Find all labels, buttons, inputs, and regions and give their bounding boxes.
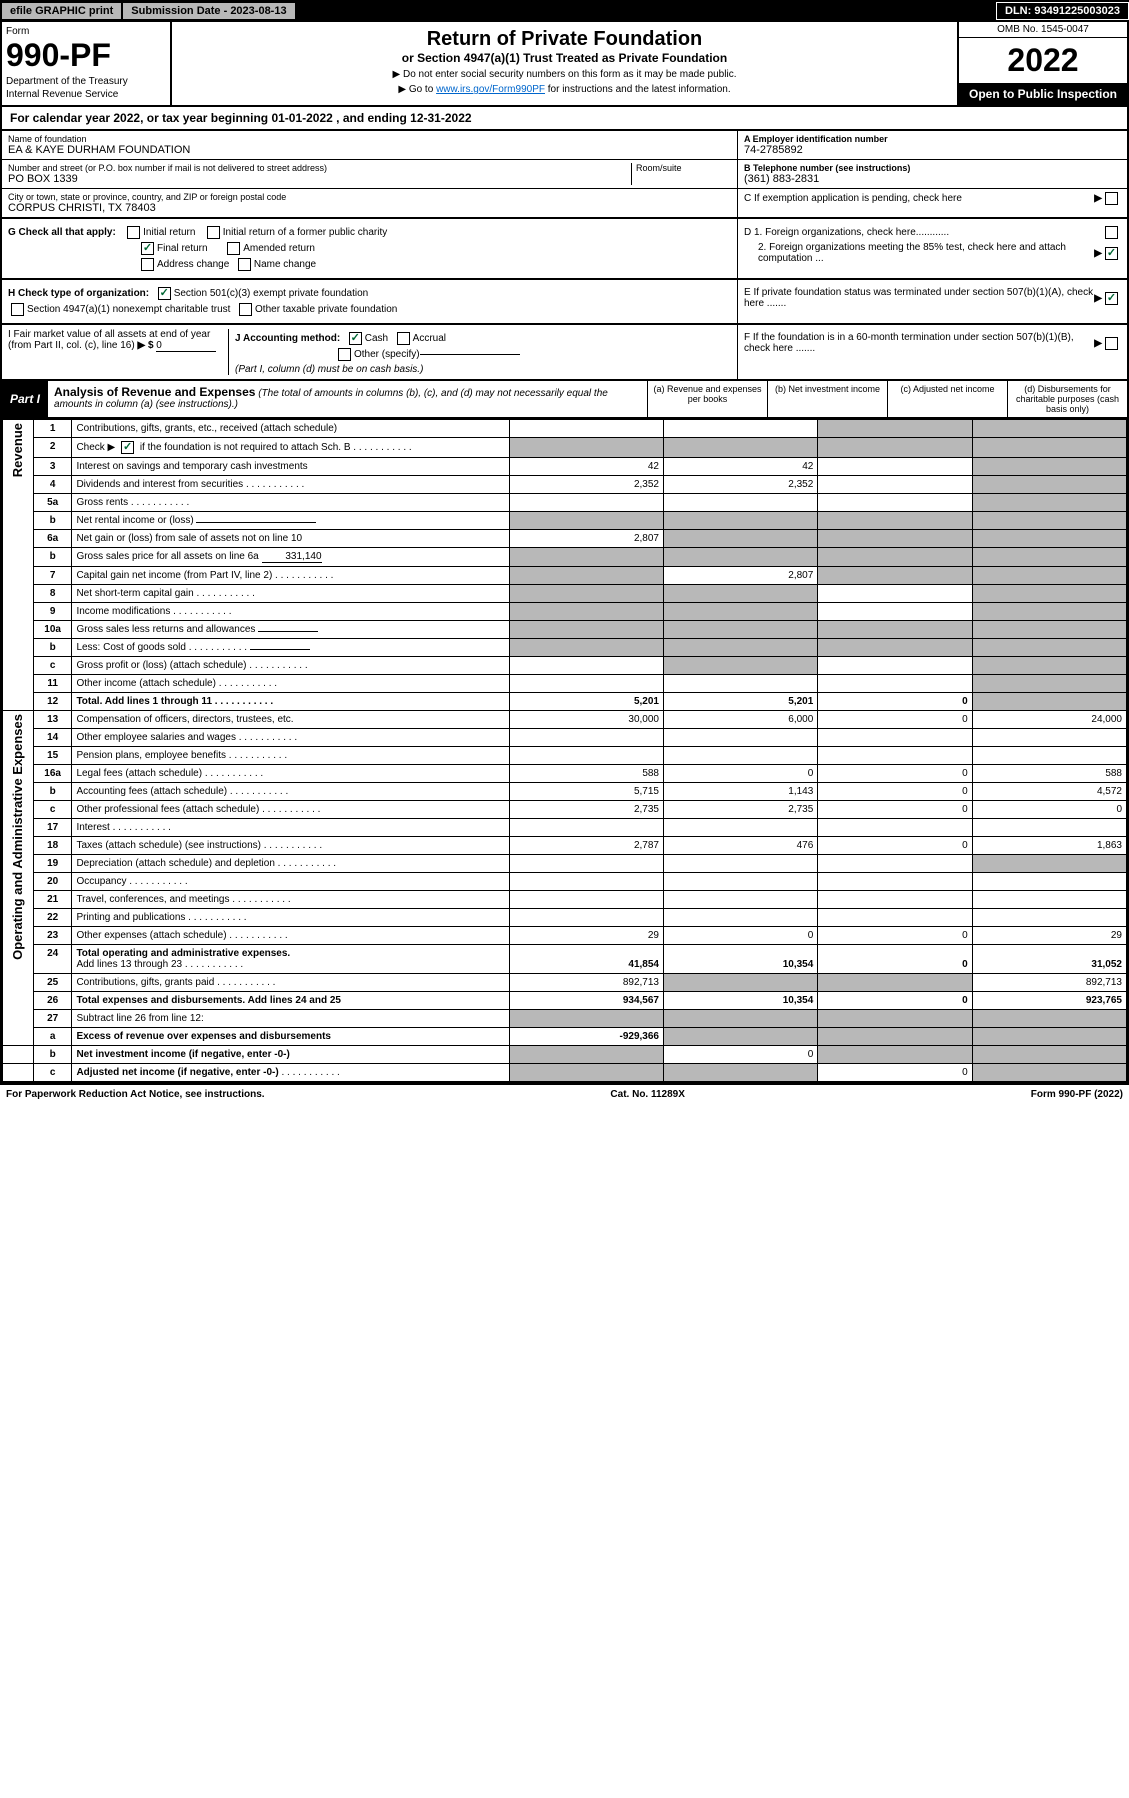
tax-year: 2022 [959, 38, 1127, 83]
e-label: E If private foundation status was termi… [744, 287, 1094, 309]
part1-header: Part I Analysis of Revenue and Expenses … [0, 381, 1129, 419]
g-label: G Check all that apply: [8, 227, 116, 238]
other-spec-checkbox[interactable] [338, 348, 351, 361]
d1-checkbox[interactable] [1105, 226, 1118, 239]
part1-label: Part I [2, 381, 48, 417]
check-section-1: G Check all that apply: Initial return I… [0, 219, 1129, 280]
form-header: Form 990-PF Department of the Treasury I… [0, 22, 1129, 107]
name-label: Name of foundation [8, 134, 731, 144]
expenses-label: Operating and Administrative Expenses [10, 714, 25, 960]
final-return-checkbox[interactable] [141, 242, 154, 255]
form-subtitle: or Section 4947(a)(1) Trust Treated as P… [178, 51, 951, 65]
footer-right: Form 990-PF (2022) [1031, 1089, 1123, 1100]
col-d: (d) Disbursements for charitable purpose… [1007, 381, 1127, 417]
accrual-checkbox[interactable] [397, 332, 410, 345]
cash-checkbox[interactable] [349, 332, 362, 345]
dept-irs: Internal Revenue Service [6, 89, 166, 100]
col-c: (c) Adjusted net income [887, 381, 1007, 417]
j-label: J Accounting method: [235, 333, 340, 344]
ein-label: A Employer identification number [744, 134, 1121, 144]
open-inspection: Open to Public Inspection [959, 83, 1127, 105]
j-note: (Part I, column (d) must be on cash basi… [235, 364, 731, 375]
submission-date: Submission Date - 2023-08-13 [123, 3, 294, 19]
dept-treasury: Department of the Treasury [6, 76, 166, 87]
schb-checkbox[interactable] [121, 441, 134, 454]
c-checkbox[interactable] [1105, 192, 1118, 205]
form-word: Form [6, 26, 166, 37]
form-number: 990-PF [6, 37, 166, 74]
omb-number: OMB No. 1545-0047 [959, 22, 1127, 38]
tel-val: (361) 883-2831 [744, 173, 1121, 185]
col-a: (a) Revenue and expenses per books [647, 381, 767, 417]
s4947-checkbox[interactable] [11, 303, 24, 316]
i-val: 0 [156, 340, 216, 352]
d1-label: D 1. Foreign organizations, check here..… [744, 227, 1102, 238]
f-checkbox[interactable] [1105, 337, 1118, 350]
instruction-link: ▶ Go to www.irs.gov/Form990PF for instru… [178, 84, 951, 95]
footer-mid: Cat. No. 11289X [610, 1089, 684, 1100]
e-checkbox[interactable] [1105, 292, 1118, 305]
check-section-3: I Fair market value of all assets at end… [0, 325, 1129, 381]
addr-change-checkbox[interactable] [141, 258, 154, 271]
col-b: (b) Net investment income [767, 381, 887, 417]
part1-title: Analysis of Revenue and Expenses [54, 385, 255, 399]
amended-return-checkbox[interactable] [227, 242, 240, 255]
f-label: F If the foundation is in a 60-month ter… [744, 332, 1094, 354]
c-label: C If exemption application is pending, c… [744, 193, 1094, 204]
check-section-2: H Check type of organization: Section 50… [0, 280, 1129, 325]
header-bar: efile GRAPHIC print Submission Date - 20… [0, 0, 1129, 22]
tel-label: B Telephone number (see instructions) [744, 163, 1121, 173]
info-block: Name of foundation EA & KAYE DURHAM FOUN… [0, 131, 1129, 219]
revenue-label: Revenue [10, 423, 25, 477]
foundation-name: EA & KAYE DURHAM FOUNDATION [8, 144, 731, 156]
addr-label: Number and street (or P.O. box number if… [8, 163, 631, 173]
dln-label: DLN: 93491225003023 [996, 2, 1129, 20]
calendar-year-row: For calendar year 2022, or tax year begi… [0, 107, 1129, 131]
instruction-ssn: ▶ Do not enter social security numbers o… [178, 69, 951, 80]
irs-link[interactable]: www.irs.gov/Form990PF [436, 84, 545, 95]
main-table: Revenue 1Contributions, gifts, grants, e… [0, 419, 1129, 1084]
city-label: City or town, state or province, country… [8, 192, 731, 202]
h-label: H Check type of organization: [8, 288, 149, 299]
addr-val: PO BOX 1339 [8, 173, 631, 185]
city-val: CORPUS CHRISTI, TX 78403 [8, 202, 731, 214]
efile-print-button[interactable]: efile GRAPHIC print [1, 2, 122, 20]
page-footer: For Paperwork Reduction Act Notice, see … [0, 1084, 1129, 1104]
other-tax-checkbox[interactable] [239, 303, 252, 316]
form-title: Return of Private Foundation [178, 28, 951, 51]
footer-left: For Paperwork Reduction Act Notice, see … [6, 1089, 265, 1100]
name-change-checkbox[interactable] [238, 258, 251, 271]
d2-label: 2. Foreign organizations meeting the 85%… [744, 242, 1094, 264]
initial-return-checkbox[interactable] [127, 226, 140, 239]
s501-checkbox[interactable] [158, 287, 171, 300]
ein-val: 74-2785892 [744, 144, 1121, 156]
room-label: Room/suite [636, 163, 731, 173]
initial-former-checkbox[interactable] [207, 226, 220, 239]
d2-checkbox[interactable] [1105, 247, 1118, 260]
